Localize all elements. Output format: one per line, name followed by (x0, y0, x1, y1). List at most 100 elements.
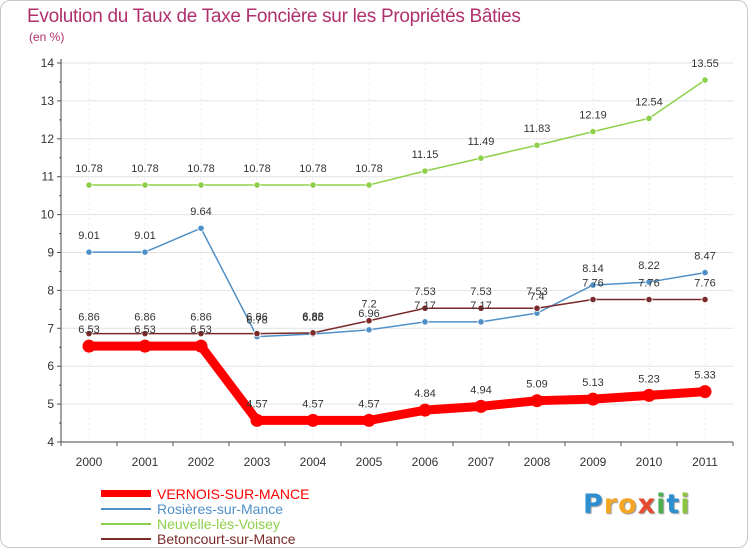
data-point-1-2007 (477, 318, 485, 326)
data-point-0-2001 (138, 339, 152, 353)
tick-label-y-13: 13 (41, 94, 55, 108)
data-label-0-2001: 6.53 (134, 324, 155, 336)
data-point-3-2006 (421, 304, 429, 312)
data-label-1-2006: 7.17 (414, 300, 435, 312)
logo-letter: i (656, 489, 667, 520)
data-label-0-2010: 5.23 (638, 373, 659, 385)
tick-label-x-2004: 2004 (300, 455, 327, 469)
data-label-0-2000: 6.53 (78, 324, 99, 336)
data-label-0-2002: 6.53 (190, 324, 211, 336)
data-point-2-2009 (589, 127, 597, 136)
data-label-3-2003: 6.86 (246, 312, 267, 324)
logo-letter: o (618, 489, 638, 520)
tick-label-y-4: 4 (47, 435, 54, 449)
data-label-3-2010: 7.76 (638, 277, 659, 289)
tick-label-x-2003: 2003 (244, 455, 271, 469)
tick-label-x-2008: 2008 (524, 455, 551, 469)
tick-label-x-2000: 2000 (76, 455, 103, 469)
data-point-2-2010 (645, 114, 653, 122)
data-label-2-2010: 12.54 (635, 96, 663, 108)
tick-label-x-2011: 2011 (692, 455, 718, 469)
logo-letter: x (637, 489, 657, 520)
data-label-1-2000: 9.01 (78, 230, 99, 242)
data-label-0-2011: 5.33 (694, 370, 715, 382)
data-label-3-2011: 7.76 (694, 277, 715, 289)
data-label-2-2004: 10.78 (299, 163, 327, 175)
data-point-3-2000 (85, 330, 93, 338)
data-label-0-2009: 5.13 (582, 377, 603, 389)
data-point-0-2005 (362, 413, 376, 427)
data-label-2-2006: 11.15 (412, 149, 439, 161)
data-label-3-2006: 7.53 (414, 286, 435, 298)
tick-label-y-8: 8 (47, 283, 54, 297)
logo-letter: t (666, 489, 681, 520)
data-point-3-2005 (365, 317, 373, 325)
data-point-0-2003 (250, 413, 264, 427)
data-point-0-2010 (642, 388, 656, 402)
data-point-2-2004 (309, 181, 317, 189)
data-label-1-2004: 6.85 (302, 312, 323, 324)
series-Betoncourt-sur-Mance (85, 295, 709, 338)
legend-item-rosieres: Rosières-sur-Mance (101, 501, 283, 517)
data-label-3-2000: 6.86 (78, 312, 99, 324)
data-point-3-2008 (533, 304, 541, 312)
tick-label-x-2001: 2001 (132, 455, 159, 469)
tick-label-y-12: 12 (41, 132, 55, 146)
data-label-1-2002: 9.64 (190, 206, 211, 218)
data-label-0-2005: 4.57 (358, 398, 379, 410)
data-label-1-2001: 9.01 (134, 230, 155, 242)
data-point-2-2003 (253, 181, 261, 189)
series-VERNOIS-SUR-MANCE (82, 339, 712, 427)
tick-label-y-11: 11 (42, 170, 55, 184)
data-point-3-2007 (477, 304, 485, 312)
data-point-2-2006 (421, 167, 429, 175)
data-point-2-2008 (533, 141, 541, 149)
tick-label-x-2006: 2006 (412, 455, 439, 469)
series-line-2 (88, 79, 706, 186)
logo-letter: i (680, 489, 691, 520)
data-label-2-2002: 10.78 (187, 163, 215, 175)
series-line-0 (84, 341, 710, 425)
data-point-3-2003 (253, 330, 261, 338)
data-label-0-2008: 5.09 (526, 379, 547, 391)
data-point-0-2000 (82, 339, 96, 353)
tick-label-x-2005: 2005 (356, 455, 383, 469)
data-point-2-2002 (197, 181, 205, 189)
data-label-2-2001: 10.78 (131, 163, 159, 175)
data-point-3-2009 (589, 295, 597, 304)
data-point-0-2009 (586, 392, 600, 406)
legend-label-neuvelle: Neuvelle-lès-Voisey (157, 515, 280, 532)
series-layer (82, 76, 712, 427)
tick-label-y-6: 6 (47, 359, 54, 373)
unit-label: (en %) (29, 30, 65, 44)
data-label-1-2005: 6.96 (358, 308, 379, 320)
data-label-1-2008: 7.4 (529, 291, 544, 303)
legend-label-betoncourt: Betoncourt-sur-Mance (157, 530, 296, 547)
tick-label-x-2010: 2010 (636, 455, 663, 469)
data-label-3-2004: 6.88 (302, 311, 323, 323)
data-label-1-2003: 6.78 (246, 315, 267, 327)
data-point-0-2002 (194, 339, 208, 353)
data-point-0-2011 (698, 385, 712, 399)
tick-label-y-5: 5 (47, 397, 54, 411)
logo-letter: P (583, 489, 604, 520)
logo-letter: r (603, 489, 619, 520)
data-point-1-2005 (365, 326, 373, 334)
tick-label-x-2009: 2009 (580, 455, 607, 469)
legend-item-vernois: VERNOIS-SUR-MANCE (101, 486, 309, 502)
data-label-0-2004: 4.57 (302, 398, 323, 410)
data-label-3-2008: 7.53 (526, 286, 547, 298)
data-point-2-2005 (365, 181, 373, 189)
data-point-1-2011 (701, 268, 709, 277)
data-label-3-2002: 6.86 (190, 312, 211, 324)
tick-label-y-14: 14 (41, 56, 55, 70)
legend-item-betoncourt: Betoncourt-sur-Mance (101, 530, 296, 547)
tick-label-y-9: 9 (47, 246, 54, 260)
data-point-0-2008 (530, 394, 544, 408)
tick-label-y-7: 7 (47, 321, 54, 335)
axes: 4 5 6 7 8 9 10 11 12 13 14 2000 2001 2002 2003 2004 2005… (41, 56, 734, 469)
data-labels: 6.53 6.53 6.53 4.57 4.57 4.57 4.84 4.94 5.09 5.13… (75, 58, 719, 410)
data-label-3-2007: 7.53 (470, 286, 491, 298)
